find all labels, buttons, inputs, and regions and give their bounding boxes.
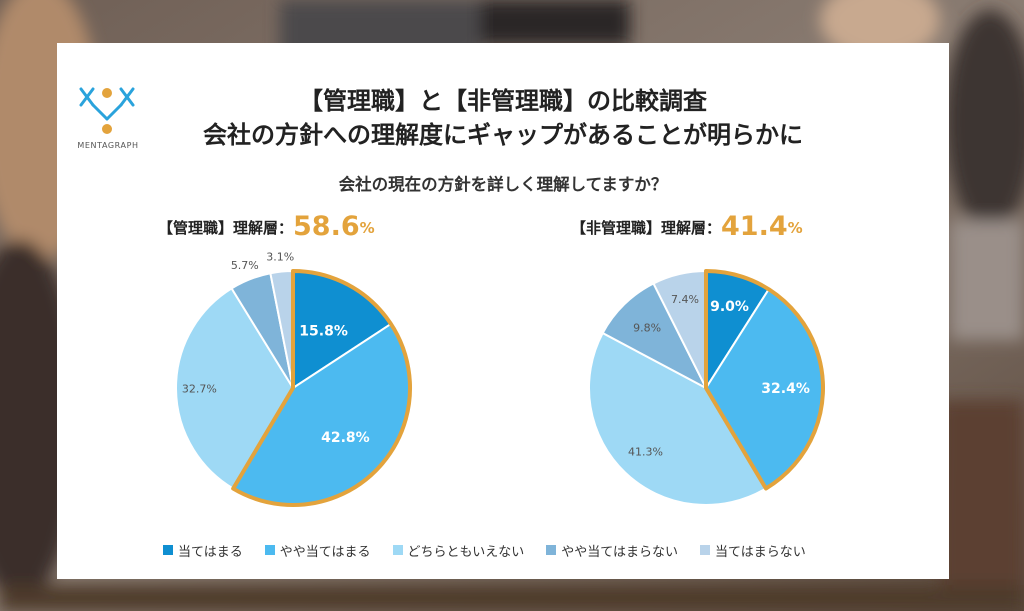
managers-value-label-0: 15.8% (299, 323, 348, 339)
non-managers-highlight-value: 41.4 (721, 211, 788, 242)
infographic-card: MENTAGRAPH 【管理職】と【非管理職】の比較調査 会社の方針への理解度に… (57, 43, 949, 579)
non-managers-header: 【非管理職】理解層：41.4% (571, 211, 803, 242)
legend-swatch-1 (264, 545, 275, 555)
legend-swatch-3 (546, 545, 557, 555)
legend-item-0: 当てはまる (163, 541, 243, 560)
legend-label-1: やや当てはまる (279, 544, 371, 560)
legend: 当てはまる やや当てはまる どちらともいえない やや当てはまらない 当てはまらない (163, 541, 806, 560)
logo-wordmark: MENTAGRAPH (77, 141, 139, 150)
non-managers-value-label-3: 9.8% (633, 322, 661, 335)
legend-item-1: やや当てはまる (264, 541, 371, 560)
managers-group-label: 【管理職】理解層： (158, 219, 294, 237)
survey-question: 会社の現在の方針を詳しく理解してますか？ (338, 175, 668, 194)
managers-value-label-2: 32.7% (182, 383, 217, 396)
legend-item-4: 当てはまらない (700, 541, 806, 560)
non-managers-value-label-1: 32.4% (761, 381, 810, 397)
non-managers-group-label: 【非管理職】理解層： (571, 219, 722, 237)
mentagraph-logo: MENTAGRAPH (71, 77, 145, 157)
legend-swatch-0 (163, 545, 173, 555)
non-managers-value-label-4: 7.4% (671, 293, 699, 306)
non-managers-highlight-unit: % (787, 219, 803, 237)
legend-swatch-4 (700, 545, 710, 555)
legend-swatch-2 (392, 545, 403, 555)
non-managers-slice-3 (601, 282, 709, 391)
pie-charts: 15.8% 42.8% 32.7% 5.7% 3.1% 9.0% 32.4% 41.3% 9.8… (175, 250, 825, 507)
legend-label-2: どちらともいえない (407, 544, 525, 560)
title-line-2: 会社の方針への理解度にギャップがあることが明らかに (203, 121, 803, 149)
managers-value-label-3: 5.7% (231, 259, 259, 272)
managers-highlight-outline (231, 269, 412, 507)
legend-label-0: 当てはまる (178, 544, 243, 560)
non-managers-slice-2 (588, 331, 768, 507)
managers-value-label-1: 42.8% (321, 430, 370, 446)
title-line-1: 【管理職】と【非管理職】の比較調査 (299, 87, 707, 115)
legend-item-3: やや当てはまらない (546, 541, 678, 560)
non-managers-highlight-outline (704, 269, 825, 491)
managers-slice-2 (175, 287, 295, 490)
mentagraph-logo-mark (79, 87, 135, 134)
legend-label-4: 当てはまらない (715, 544, 806, 560)
managers-value-label-4: 3.1% (266, 250, 294, 263)
non-managers-value-label-0: 9.0% (710, 299, 749, 315)
legend-label-3: やや当てはまらない (561, 544, 678, 560)
legend-item-2: どちらともいえない (392, 541, 525, 560)
managers-highlight-value: 58.6 (293, 211, 360, 242)
non-managers-value-label-2: 41.3% (628, 446, 663, 459)
managers-highlight-unit: % (359, 219, 375, 237)
managers-header: 【管理職】理解層：58.6% (158, 211, 375, 242)
